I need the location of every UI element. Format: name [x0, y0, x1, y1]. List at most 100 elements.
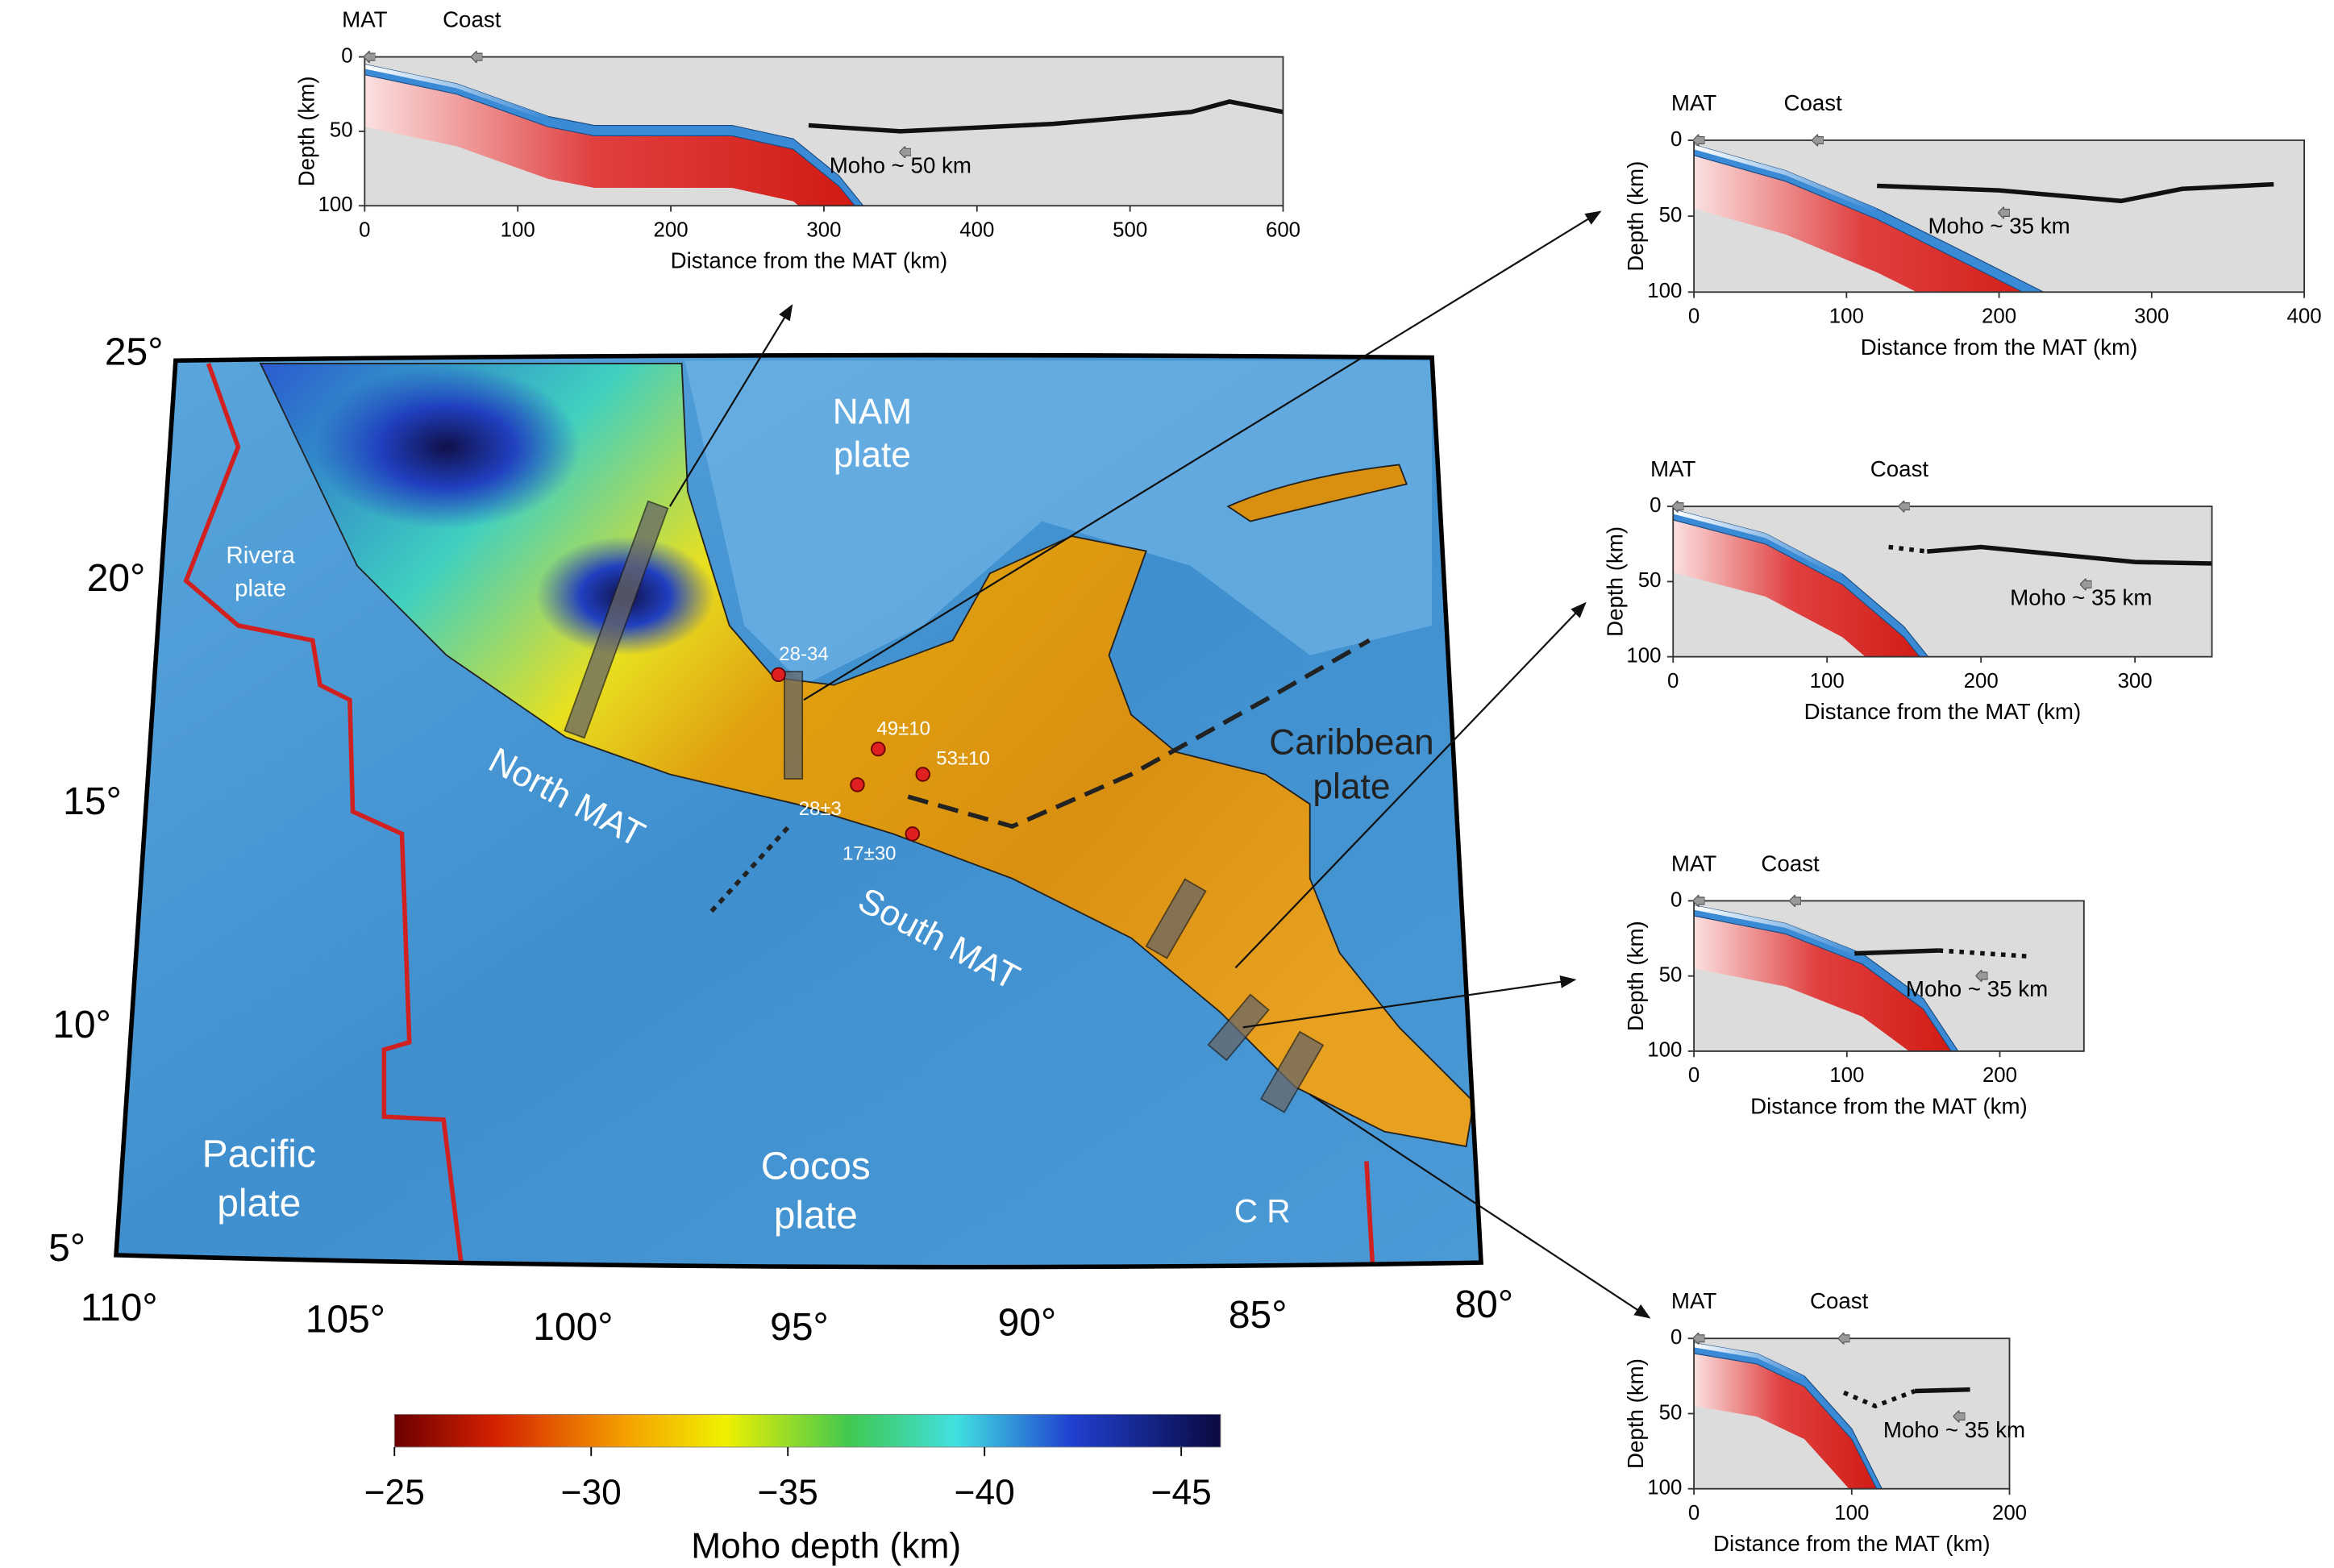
colorbar-title: Moho depth (km)	[691, 1526, 961, 1566]
slab-crust	[1694, 905, 1959, 1051]
arrows	[668, 210, 1651, 1319]
deep-moho	[312, 364, 581, 529]
y-axis-label: Depth (km)	[293, 76, 318, 186]
lat-label: 25°	[105, 331, 164, 374]
coast-label: Coast	[443, 7, 501, 32]
y-tick-label: 50	[1659, 204, 1683, 227]
x-tick-label: 200	[1964, 670, 1999, 692]
moho-line	[1842, 1388, 1916, 1409]
arrow	[1242, 975, 1577, 1029]
y-tick-label: 0	[1670, 1326, 1682, 1349]
profile-body	[1694, 144, 2274, 293]
x-tick-label: 400	[2287, 306, 2322, 328]
x-tick-label: 400	[959, 218, 994, 241]
profile: 0 100 200 0 50 100 Distance from the MAT (km) D…	[1623, 1288, 2027, 1556]
mat-label: MAT	[1650, 456, 1695, 481]
plate-label: Cocos	[761, 1145, 871, 1187]
y-tick-label: 100	[318, 193, 352, 216]
station	[771, 667, 786, 683]
map-frame	[114, 352, 1483, 1270]
station-label: 17±30	[842, 843, 897, 865]
x-tick-label: 200	[1982, 306, 2016, 328]
moho-line	[1854, 948, 1939, 956]
colorbar-tick-label: −25	[364, 1473, 425, 1512]
x-tick-label: 200	[1992, 1502, 2027, 1524]
mat-label: MAT	[1671, 1288, 1716, 1313]
station	[915, 767, 930, 782]
lat-label: 15°	[63, 780, 122, 823]
lon-label: 105°	[306, 1299, 385, 1341]
coast-label: Coast	[1870, 456, 1929, 481]
lon-label: 85°	[1229, 1294, 1288, 1337]
profile-location	[1145, 878, 1207, 959]
moho-line	[1877, 181, 2274, 204]
colorbar-tick-label: −45	[1151, 1473, 1212, 1512]
y-tick-label: 100	[1647, 280, 1682, 302]
plate-label: plate	[834, 435, 911, 475]
map	[116, 355, 1482, 1267]
plate-label: Caribbean	[1269, 722, 1433, 762]
y-tick-label: 50	[1659, 1401, 1683, 1424]
x-axis-label: Distance from the MAT (km)	[1713, 1531, 1991, 1556]
slab-mantle	[1694, 155, 2023, 293]
station	[871, 741, 886, 757]
y-tick-label: 50	[1638, 569, 1662, 592]
slab-top	[364, 64, 549, 121]
coast-label: Coast	[1810, 1288, 1869, 1313]
station-label: 28±3	[799, 798, 842, 820]
x-tick-label: 0	[1688, 1064, 1700, 1087]
mat-label: MAT	[342, 7, 387, 32]
arrow	[668, 304, 793, 507]
slab-top	[1673, 509, 1843, 579]
profile: 0 100 200 0 50 100 Distance from the MAT (km) D…	[1623, 851, 2085, 1118]
x-tick-label: 100	[1810, 670, 1845, 692]
profile-location	[784, 671, 804, 780]
y-axis-label: Depth (km)	[1623, 161, 1648, 272]
station-label: 53±10	[936, 747, 990, 769]
arrow	[1309, 1093, 1651, 1319]
lat-label: 20°	[87, 557, 146, 600]
x-tick-label: 100	[1834, 1502, 1869, 1524]
x-tick-label: 100	[1829, 306, 1864, 328]
x-tick-label: 300	[2118, 670, 2153, 692]
y-axis-label: Depth (km)	[1623, 921, 1648, 1031]
x-tick-label: 0	[1667, 670, 1679, 692]
y-tick-label: 0	[341, 44, 352, 67]
colorbar-tick-label: −30	[561, 1473, 622, 1512]
y-tick-label: 0	[1650, 494, 1661, 517]
plate-label: plate	[1313, 767, 1390, 807]
profile-body	[1673, 509, 2212, 657]
mat-label: MAT	[1671, 90, 1716, 115]
slab-mantle	[364, 74, 855, 206]
x-tick-label: 500	[1113, 218, 1147, 241]
slab-crust	[1694, 144, 2045, 293]
moho-label: Moho ~ 50 km	[830, 153, 971, 178]
y-tick-label: 50	[330, 119, 353, 142]
y-tick-label: 50	[1659, 964, 1683, 987]
x-axis-label: Distance from the MAT (km)	[1750, 1093, 2028, 1118]
x-tick-label: 300	[2134, 306, 2169, 328]
lat-label: 10°	[52, 1004, 111, 1046]
station	[850, 777, 865, 792]
coast-label: Coast	[1761, 851, 1820, 876]
moho-line	[1938, 948, 2031, 959]
x-tick-label: 300	[806, 218, 841, 241]
x-tick-label: 600	[1266, 218, 1300, 241]
slab-top	[1694, 905, 1862, 959]
moho-label: Moho ~ 35 km	[2010, 585, 2152, 610]
profile-location	[1207, 993, 1270, 1062]
coast-label: Coast	[1784, 90, 1843, 115]
slab-top	[1694, 144, 1878, 214]
lat-label: 5°	[48, 1227, 85, 1270]
x-tick-label: 200	[654, 218, 689, 241]
y-axis-label: Depth (km)	[1623, 1358, 1648, 1469]
mat-label: MAT	[1671, 851, 1716, 876]
fault	[907, 638, 1371, 830]
x-tick-label: 100	[501, 218, 535, 241]
slab-mantle	[1694, 916, 1952, 1051]
x-tick-label: 200	[1982, 1064, 2017, 1087]
plate-label: plate	[774, 1194, 858, 1237]
y-tick-label: 100	[1647, 1477, 1682, 1499]
